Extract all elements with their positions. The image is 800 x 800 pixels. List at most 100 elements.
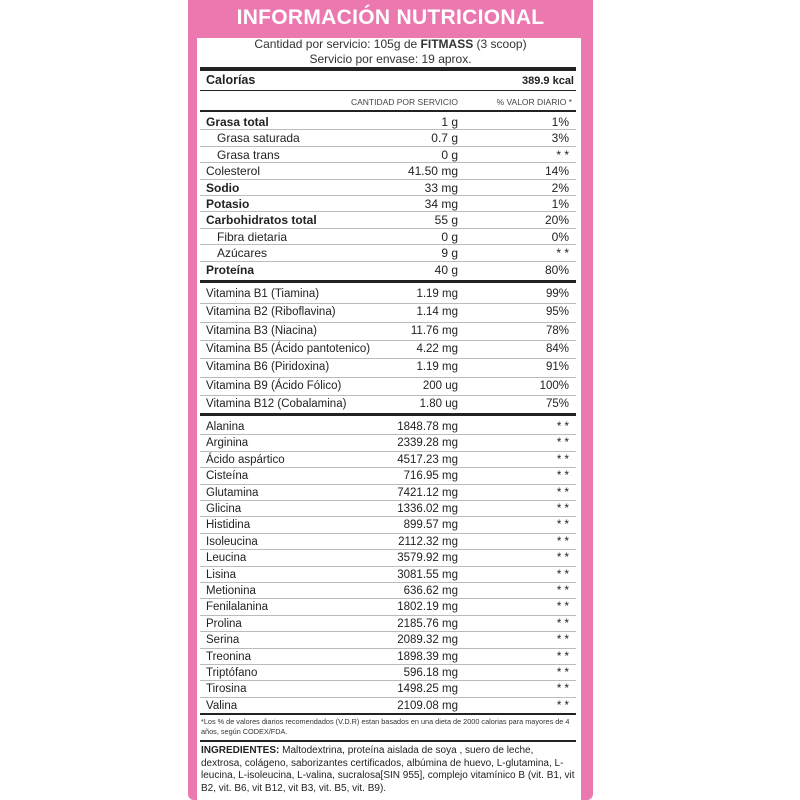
row-divider xyxy=(200,467,576,469)
serving-suffix: (3 scoop) xyxy=(476,37,527,51)
nutrient-name: Colesterol xyxy=(206,164,261,179)
nutrient-name: Vitamina B9 (Ácido Fólico) xyxy=(206,379,342,392)
nutrient-daily-value: * * xyxy=(556,453,569,466)
nutrient-daily-value: * * xyxy=(556,519,569,532)
nutrient-amount: 1.14 mg xyxy=(416,306,458,319)
nutrient-amount: 9 g xyxy=(441,246,458,261)
nutrient-amount: 636.62 mg xyxy=(403,585,458,597)
nutrient-amount: 1802.19 mg xyxy=(397,601,458,614)
nutrient-name: Serina xyxy=(206,634,240,647)
nutrient-name: Prolina xyxy=(206,617,242,630)
nutrient-daily-value: * * xyxy=(556,437,569,450)
serving-brand: FITMASS xyxy=(420,37,474,51)
nutrient-daily-value: 0% xyxy=(551,229,569,244)
nutrient-daily-value: 95% xyxy=(545,306,569,319)
nutrient-name: Grasa trans xyxy=(217,147,280,162)
nutrient-amount: 1.80 ug xyxy=(419,397,458,410)
rule xyxy=(200,740,576,742)
footnote: *Los % de valores diarios recomendados (… xyxy=(201,717,570,736)
nutrient-amount: 1898.39 mg xyxy=(397,650,458,663)
nutrient-name: Treonina xyxy=(206,650,251,663)
nutrient-amount: 2112.32 mg xyxy=(398,535,458,548)
nutrient-name: Fenilalanina xyxy=(206,601,269,614)
nutrient-daily-value: * * xyxy=(556,568,569,581)
nutrient-daily-value: 84% xyxy=(545,342,569,355)
row-divider xyxy=(200,129,576,131)
nutrient-daily-value: * * xyxy=(556,503,569,515)
serving-prefix: Cantidad por servicio: 105g de xyxy=(254,37,418,51)
nutrient-daily-value: * * xyxy=(556,585,569,597)
rule xyxy=(200,110,576,112)
nutrient-amount: 1.19 mg xyxy=(416,288,458,300)
nutrient-daily-value: * * xyxy=(556,634,569,647)
nutrient-amount: 7421.12 mg xyxy=(397,486,458,499)
nutrient-name: Grasa total xyxy=(206,115,269,129)
nutrient-daily-value: 100% xyxy=(539,379,569,392)
nutrient-name: Grasa saturada xyxy=(217,131,300,146)
nutrient-name: Lisina xyxy=(206,568,237,581)
row-divider xyxy=(200,394,576,396)
row-divider xyxy=(200,598,576,600)
row-divider xyxy=(200,664,576,665)
row-divider xyxy=(200,376,576,378)
row-divider xyxy=(200,614,576,616)
servings-per-container: Servicio por envase: 19 aprox. xyxy=(309,52,472,66)
nutrient-name: Ácido aspártico xyxy=(206,453,285,466)
row-divider xyxy=(200,582,576,583)
nutrient-name: Vitamina B3 (Niacina) xyxy=(206,324,318,337)
nutrient-name: Tirosina xyxy=(206,683,247,696)
nutrient-amount: 0 g xyxy=(441,147,458,162)
nutrient-amount: 3579.92 mg xyxy=(397,552,458,565)
row-divider xyxy=(200,145,576,147)
nutrient-name: Fibra dietaria xyxy=(217,229,288,244)
row-divider xyxy=(200,631,576,633)
title: INFORMACIÓN NUTRICIONAL xyxy=(236,6,545,29)
nutrient-daily-value: 20% xyxy=(544,213,569,228)
nutrient-amount: 55 g xyxy=(434,213,458,228)
calories-label: Calorías xyxy=(206,73,256,87)
row-divider xyxy=(200,647,576,649)
nutrient-amount: 4.22 mg xyxy=(416,342,458,355)
nutrient-daily-value: 80% xyxy=(544,262,569,277)
nutrient-daily-value: * * xyxy=(556,246,569,261)
nutrient-name: Carbohidratos total xyxy=(206,213,317,228)
nutrient-name: Histidina xyxy=(206,519,251,532)
rule xyxy=(200,280,576,283)
nutrient-name: Leucina xyxy=(206,552,247,565)
nutrient-amount: 716.95 mg xyxy=(403,470,458,483)
row-divider xyxy=(200,565,576,567)
nutrient-name: Vitamina B5 (Ácido pantotenico) xyxy=(206,342,371,355)
calories-value: 389.9 kcal xyxy=(522,75,574,87)
nutrient-name: Vitamina B2 (Riboflavina) xyxy=(206,306,336,319)
nutrient-amount: 2089.32 mg xyxy=(397,634,458,647)
row-divider xyxy=(200,358,576,360)
nutrient-amount: 1.19 mg xyxy=(416,361,458,374)
nutrient-daily-value: * * xyxy=(556,667,569,679)
row-divider xyxy=(200,483,576,485)
nutrient-daily-value: * * xyxy=(556,535,569,548)
row-divider xyxy=(200,500,576,501)
nutrient-amount: 2339.28 mg xyxy=(397,437,458,450)
nutrient-name: Metionina xyxy=(206,585,256,597)
nutrient-daily-value: * * xyxy=(556,699,569,712)
nutrient-name: Azúcares xyxy=(217,246,268,261)
row-divider xyxy=(200,696,576,698)
nutrient-daily-value: * * xyxy=(556,147,569,162)
nutrient-name: Vitamina B12 (Cobalamina) xyxy=(206,397,347,410)
row-divider xyxy=(200,516,576,518)
nutrient-name: Alanina xyxy=(206,421,245,433)
nutrient-daily-value: 99% xyxy=(545,288,569,300)
nutrient-daily-value: 1% xyxy=(551,115,569,129)
row-divider xyxy=(200,532,576,534)
nutrient-amount: 41.50 mg xyxy=(407,164,458,179)
nutrient-daily-value: 78% xyxy=(545,324,569,337)
nutrient-daily-value: * * xyxy=(556,552,569,565)
nutrient-amount: 2185.76 mg xyxy=(397,617,458,630)
nutrient-daily-value: 2% xyxy=(551,180,569,195)
label-body xyxy=(197,38,581,800)
nutrient-daily-value: 75% xyxy=(545,397,569,410)
nutrient-daily-value: 14% xyxy=(544,164,569,179)
nutrient-daily-value: * * xyxy=(556,421,569,433)
rule xyxy=(200,90,576,91)
row-divider xyxy=(200,450,576,452)
